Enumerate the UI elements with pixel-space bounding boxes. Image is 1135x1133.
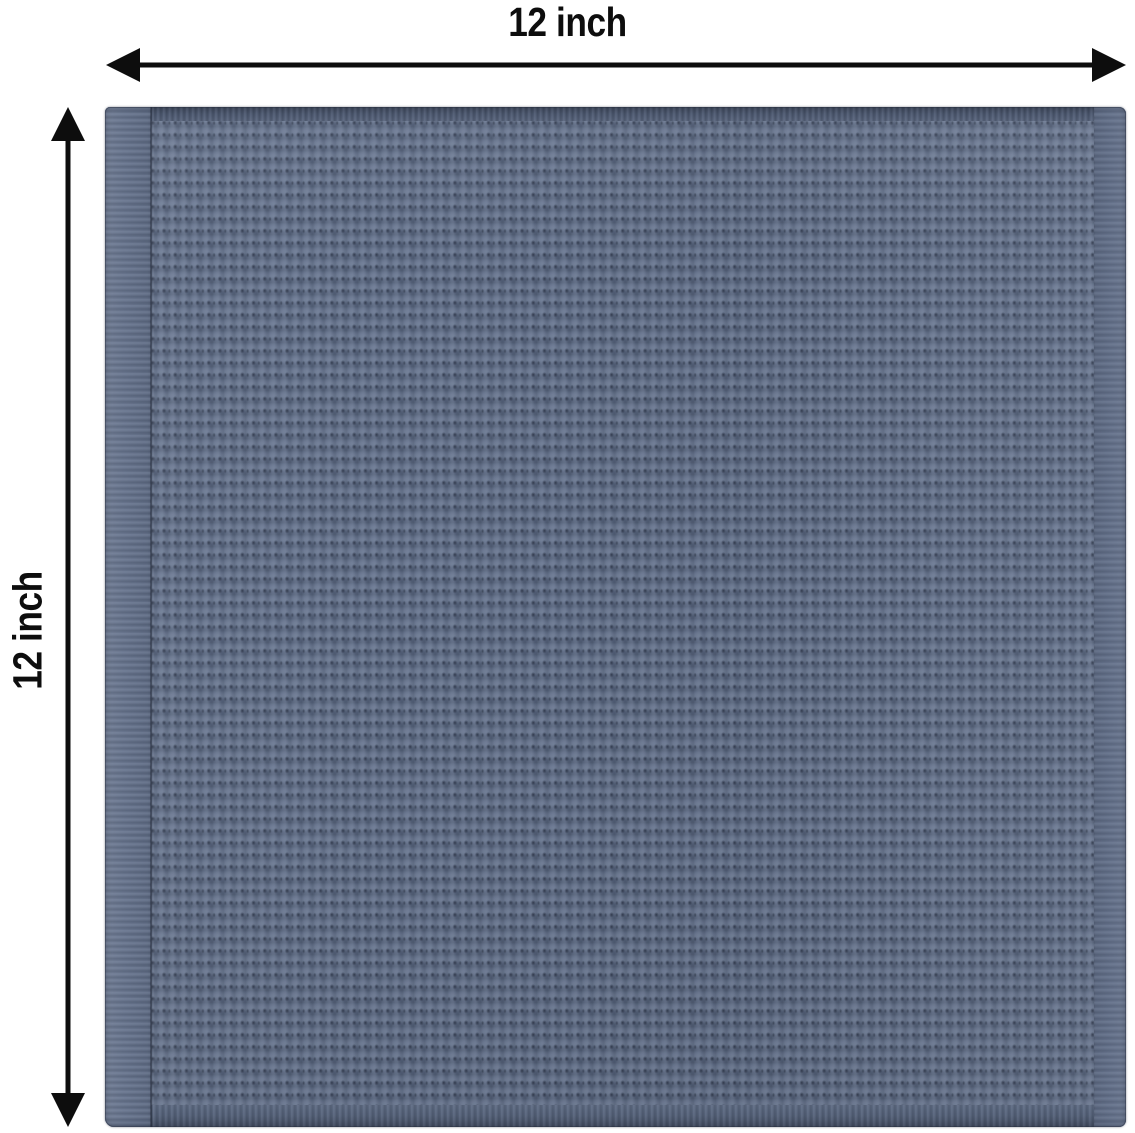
hem-edge-right <box>1094 107 1126 1127</box>
width-dimension-label: 12 inch <box>508 0 627 45</box>
cloth-shading-overlay <box>105 107 1126 1127</box>
hem-seam-line <box>151 107 154 1127</box>
height-dimension-label: 12 inch <box>4 571 51 690</box>
hem-edge-bottom <box>105 1105 1126 1127</box>
hem-edge-left <box>105 107 152 1127</box>
hem-edge-top <box>105 107 1126 121</box>
width-arrowhead-left <box>106 48 140 82</box>
height-arrowhead-top <box>51 107 85 141</box>
width-arrowhead-right <box>1092 48 1126 82</box>
cloth-edge-rim <box>105 107 1126 1127</box>
height-arrowhead-bottom <box>51 1093 85 1127</box>
width-measurement-arrow <box>106 48 1126 82</box>
waffle-weave-texture <box>105 107 1126 1127</box>
height-measurement-arrow <box>51 107 85 1127</box>
product-swatch-waffle-towel <box>105 107 1126 1127</box>
